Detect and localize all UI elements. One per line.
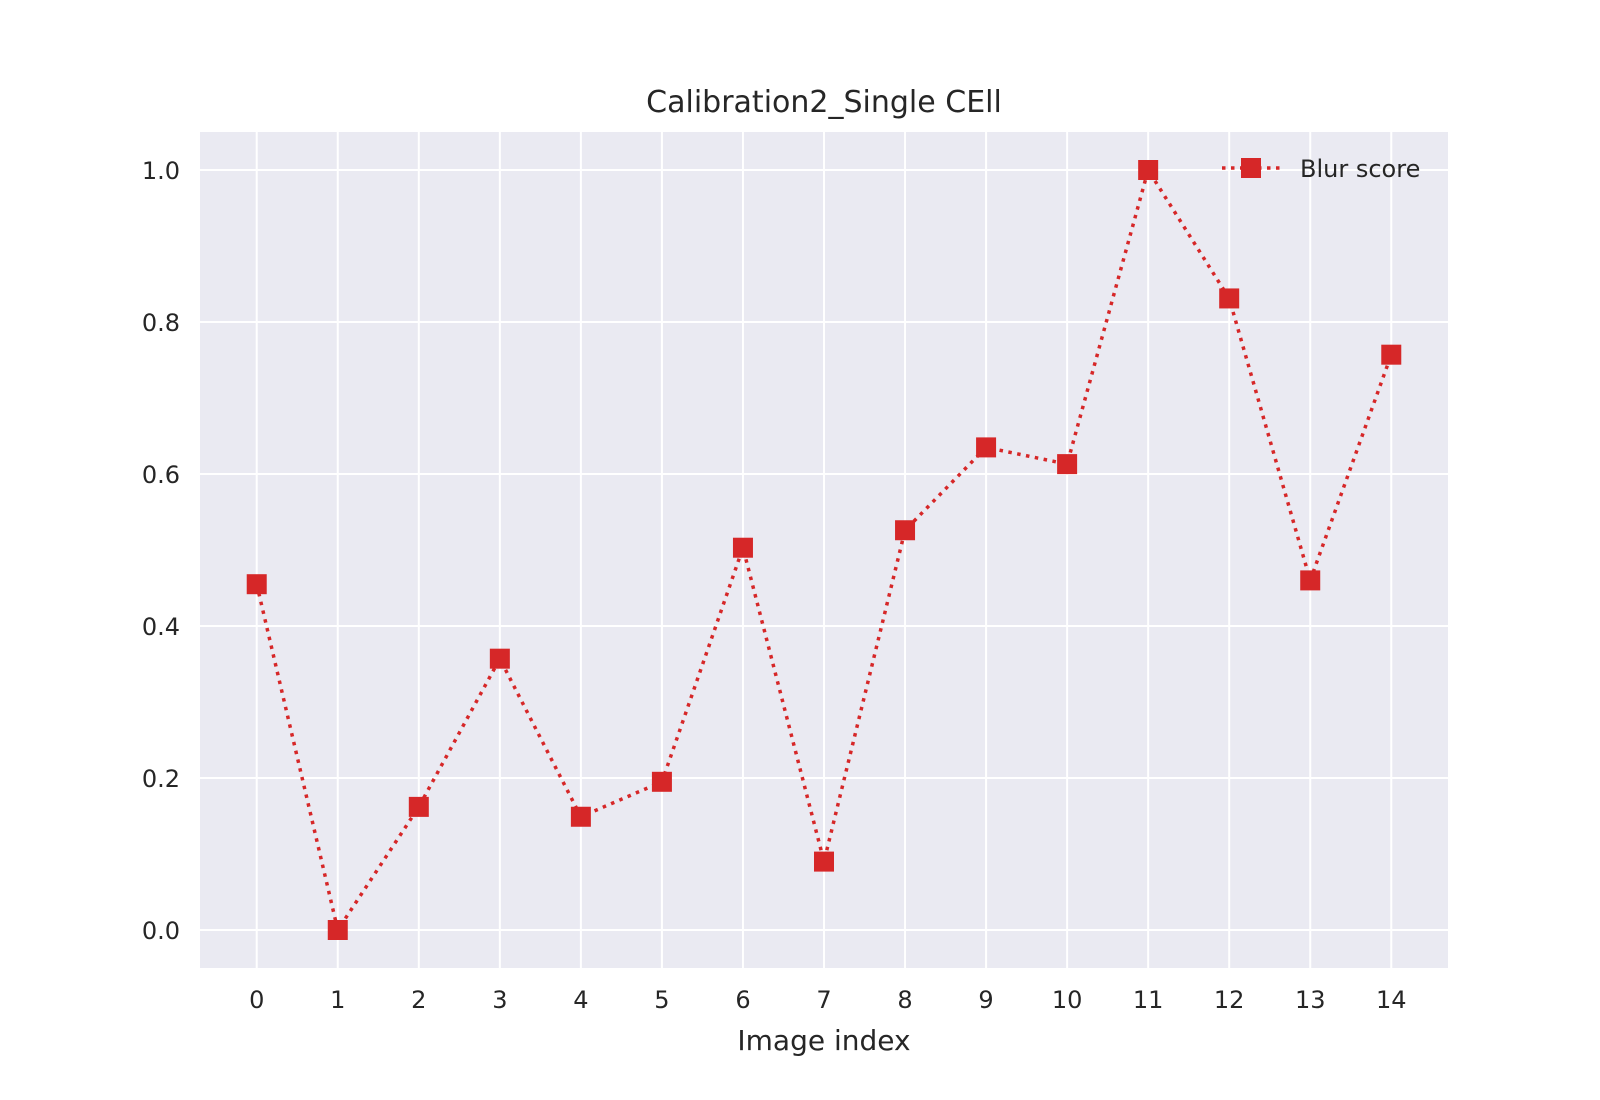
- data-point-marker: [976, 437, 997, 458]
- y-tick-label: 1.0: [142, 157, 180, 185]
- data-point-marker: [327, 920, 348, 940]
- y-tick-label: 0.4: [142, 613, 180, 641]
- legend: Blur score: [1222, 155, 1420, 183]
- data-point-marker: [732, 537, 753, 558]
- x-tick-label: 13: [1295, 986, 1326, 1014]
- data-point-marker: [895, 520, 916, 541]
- series-line: [255, 165, 1393, 935]
- x-tick-label: 9: [978, 986, 993, 1014]
- y-axis-ticks: 0.0 0.2 0.4 0.6 0.8 1.0: [142, 157, 180, 945]
- x-tick-label: 4: [573, 986, 588, 1014]
- data-point-marker: [1381, 344, 1402, 365]
- data-point-marker: [814, 851, 834, 872]
- data-point-marker: [489, 648, 510, 669]
- x-axis-label: Image index: [737, 1024, 910, 1057]
- data-point-marker: [1057, 454, 1078, 475]
- x-tick-label: 7: [816, 986, 831, 1014]
- x-tick-label: 8: [897, 986, 912, 1014]
- x-tick-label: 6: [735, 986, 750, 1014]
- y-tick-label: 0.8: [142, 309, 180, 337]
- x-axis-ticks: 0 1 2 3 4 5 6 7 8 9 10 11 12 13 14: [249, 986, 1406, 1014]
- grid: [200, 132, 1448, 968]
- x-tick-label: 10: [1052, 986, 1083, 1014]
- x-tick-label: 5: [654, 986, 669, 1014]
- data-point-marker: [1219, 288, 1240, 309]
- series-layer: [246, 160, 1402, 940]
- data-point-marker: [1138, 160, 1159, 180]
- data-point-marker: [408, 796, 429, 817]
- x-tick-label: 14: [1376, 986, 1407, 1014]
- x-tick-label: 3: [492, 986, 507, 1014]
- x-tick-label: 12: [1214, 986, 1245, 1014]
- y-tick-label: 0.6: [142, 461, 180, 489]
- y-tick-label: 0.2: [142, 765, 180, 793]
- legend-label: Blur score: [1300, 155, 1420, 183]
- data-point-marker: [570, 806, 591, 827]
- chart-title: Calibration2_Single CEll: [646, 85, 1002, 120]
- x-tick-label: 11: [1133, 986, 1164, 1014]
- legend-marker-square: [1241, 158, 1261, 178]
- x-tick-label: 0: [249, 986, 264, 1014]
- data-point-marker: [651, 771, 672, 792]
- x-tick-label: 2: [411, 986, 426, 1014]
- x-tick-label: 1: [330, 986, 345, 1014]
- data-point-marker: [1300, 570, 1321, 591]
- y-tick-label: 0.0: [142, 917, 180, 945]
- data-point-marker: [246, 574, 267, 595]
